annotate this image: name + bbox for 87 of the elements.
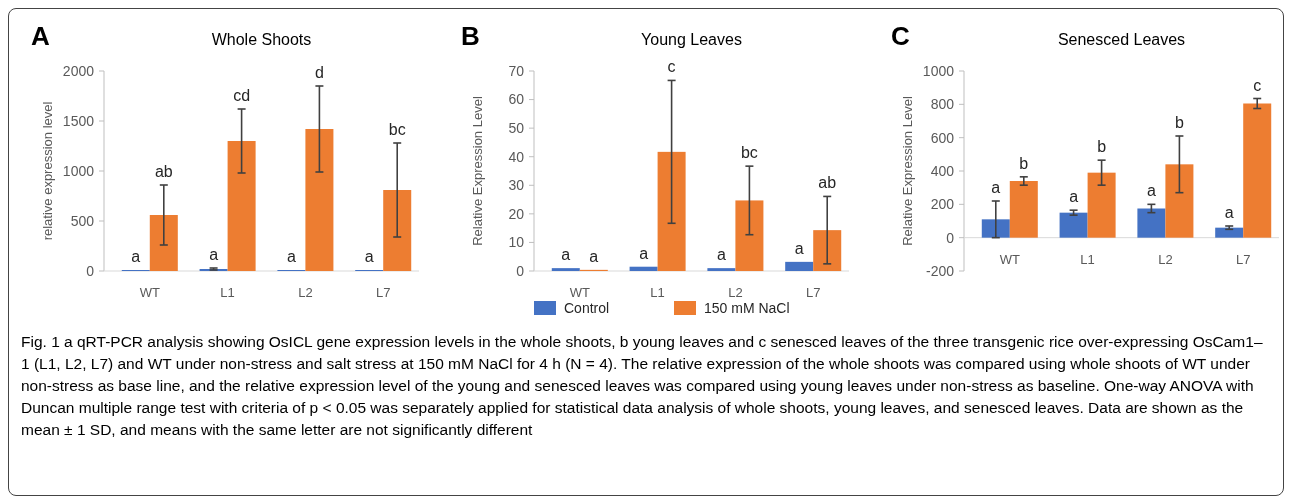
chart-title: Young Leaves (641, 31, 742, 48)
annotation: b (1097, 138, 1107, 156)
x-tick-label: L2 (1158, 251, 1173, 267)
bar (1215, 227, 1244, 238)
bar (981, 219, 1010, 238)
annotation: a (364, 248, 374, 265)
y-tick-label: 1000 (922, 62, 955, 79)
bar (149, 215, 178, 271)
annotation: cd (233, 87, 251, 104)
y-tick-label: -200 (925, 262, 955, 279)
x-tick-label: L2 (728, 285, 743, 300)
annotation: b (1174, 114, 1184, 131)
y-tick-label: 500 (70, 212, 95, 229)
annotation: a (1069, 188, 1079, 206)
y-tick-label: 2000 (62, 62, 95, 79)
x-tick-label: WT (999, 251, 1020, 267)
bar (305, 129, 334, 271)
annotation: a (561, 246, 571, 264)
bar (1009, 181, 1038, 238)
chart-title: Senesced Leaves (1057, 31, 1186, 48)
bar (227, 141, 256, 271)
legend-label: Control (564, 300, 610, 316)
bar (551, 268, 580, 271)
annotation: a (991, 179, 1001, 196)
y-tick-label: 1500 (62, 112, 95, 129)
legend-label: 150 mM NaCl (704, 300, 790, 316)
y-tick-label: 50 (508, 120, 525, 137)
y-tick-label: 600 (930, 129, 955, 146)
x-tick-label: WT (569, 285, 590, 300)
annotation: b (1019, 154, 1029, 172)
y-axis-title: Relative Expression Level (900, 96, 915, 246)
y-tick-label: 70 (508, 62, 525, 79)
text: B (461, 21, 480, 51)
bar (383, 190, 412, 271)
y-axis-title: relative expression level (40, 101, 55, 241)
y-tick-label: 10 (508, 234, 525, 251)
annotation: a (716, 246, 726, 264)
bar (1243, 103, 1272, 238)
x-tick-label: L1 (650, 285, 665, 300)
bar (707, 268, 736, 271)
y-tick-label: 0 (516, 262, 525, 279)
y-tick-label: 20 (508, 205, 525, 222)
annotation: a (1224, 204, 1234, 221)
y-tick-label: 30 (508, 177, 525, 194)
bar (1087, 172, 1116, 238)
y-tick-label: 1000 (62, 162, 95, 179)
x-tick-label: L7 (1235, 251, 1251, 267)
caption: Fig. 1 a qRT-PCR analysis showing OsICL gene expression levels in the whole shoots, b young leaves and c senesced leaves of the three transgenic rice over-expressing OsCam1–1 (L1, L2, L7) and WT under non-stress and salt stress at 150 mM NaCl for 4 h (N = 4). The relative expression of the whole shoots was compared using whole shoots of WT under non-stress as base line, and the relative expression level of the young and senesced leaves was compared using young leaves under non-stress as baseline. One-way ANOVA with Duncan multiple range test with criteria of p < 0.05 was separately applied for statistical data analysis of whole shoots, young leaves, and senesced leaves. Data are shown as the mean ± 1 SD, and means with the same letter are not significantly different (21, 332, 1264, 440)
y-tick-label: 200 (930, 196, 955, 213)
annotation: a (589, 247, 599, 265)
annotation: a (794, 239, 804, 257)
bar (1059, 212, 1088, 238)
annotation: bc (740, 144, 758, 162)
y-tick-label: 0 (86, 262, 95, 279)
annotation: bc (388, 121, 406, 138)
annotation: ab (154, 163, 173, 180)
x-tick-label: L2 (298, 285, 313, 300)
bar (813, 230, 842, 271)
y-tick-label: 400 (930, 162, 955, 179)
annotation: ab (818, 174, 837, 192)
annotation: a (131, 248, 141, 265)
annotation: a (639, 244, 649, 262)
text: C (891, 21, 910, 51)
annotation: a (209, 246, 219, 263)
x-tick-label: L7 (375, 285, 391, 300)
y-tick-label: 0 (946, 229, 955, 246)
annotation: d (314, 64, 324, 81)
bar (1165, 164, 1194, 238)
x-tick-label: L7 (805, 285, 821, 300)
chart-title: Whole Shoots (211, 31, 312, 48)
y-tick-label: 40 (508, 148, 525, 165)
y-axis-title: Relative Expression Level (470, 96, 485, 246)
annotation: a (1146, 182, 1156, 200)
x-tick-label: WT (139, 285, 160, 300)
y-tick-label: 60 (508, 91, 525, 108)
bar (1137, 208, 1166, 238)
annotation: a (286, 248, 296, 265)
bar (735, 200, 764, 271)
y-tick-label: 800 (930, 96, 955, 113)
x-tick-label: L1 (1080, 251, 1095, 267)
bar (785, 261, 814, 271)
annotation: c (1253, 76, 1262, 94)
bar (629, 266, 658, 271)
bar (657, 151, 686, 271)
text: A (31, 21, 50, 51)
annotation: c (667, 58, 676, 76)
x-tick-label: L1 (220, 285, 235, 300)
